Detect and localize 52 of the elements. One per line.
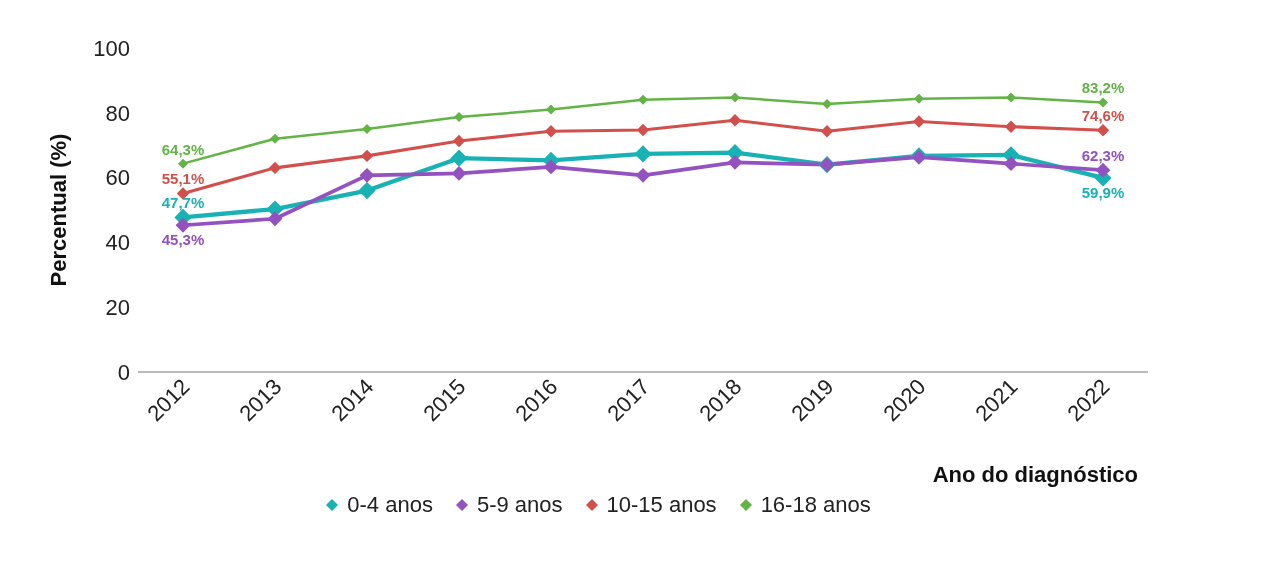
point xyxy=(1003,156,1019,172)
point xyxy=(638,94,648,105)
point xyxy=(360,149,374,163)
point xyxy=(820,125,834,138)
point xyxy=(634,145,652,163)
data-label: 59,9% xyxy=(1081,183,1125,201)
data-label: 55,1% xyxy=(161,170,205,188)
point xyxy=(362,124,372,134)
point xyxy=(452,134,466,148)
point xyxy=(450,149,468,167)
point xyxy=(728,114,742,127)
y-tick-label: 20 xyxy=(105,295,130,321)
legend-label: 5-9 anos xyxy=(475,492,563,518)
point xyxy=(1004,120,1018,133)
point xyxy=(635,167,651,183)
point xyxy=(912,115,926,128)
point xyxy=(178,158,188,169)
data-label: 47,7% xyxy=(161,194,205,212)
data-label: 45,3% xyxy=(161,231,205,249)
point xyxy=(1098,97,1108,108)
point xyxy=(267,211,283,227)
data-label: 64,3% xyxy=(161,140,205,158)
y-tick-label: 80 xyxy=(105,100,130,126)
point xyxy=(1006,92,1016,103)
data-label: 62,3% xyxy=(1081,147,1125,165)
point xyxy=(270,133,280,144)
y-axis-title: Percentual (%) xyxy=(45,133,71,287)
y-tick-label: 60 xyxy=(105,165,130,191)
point xyxy=(451,165,467,181)
point xyxy=(359,167,375,183)
legend-label: 0-4 anos xyxy=(346,492,433,518)
point xyxy=(727,154,743,170)
data-label: 83,2% xyxy=(1081,79,1125,97)
legend-label: 10-15 anos xyxy=(605,492,717,518)
point xyxy=(546,104,556,115)
point xyxy=(730,92,740,103)
y-tick-label: 0 xyxy=(117,359,130,385)
x-axis-title: Ano do diagnóstico xyxy=(932,462,1138,487)
point xyxy=(268,161,282,175)
point xyxy=(544,125,558,138)
data-label: 74,6% xyxy=(1081,107,1125,125)
point xyxy=(1096,124,1110,137)
point xyxy=(543,159,559,175)
point xyxy=(822,99,832,110)
y-tick-label: 40 xyxy=(105,230,130,256)
point xyxy=(914,93,924,104)
y-tick-label: 100 xyxy=(93,35,130,61)
legend-label: 16-18 anos xyxy=(759,492,871,518)
point xyxy=(358,181,376,200)
point xyxy=(636,123,650,137)
point xyxy=(454,112,464,123)
point xyxy=(175,217,191,233)
